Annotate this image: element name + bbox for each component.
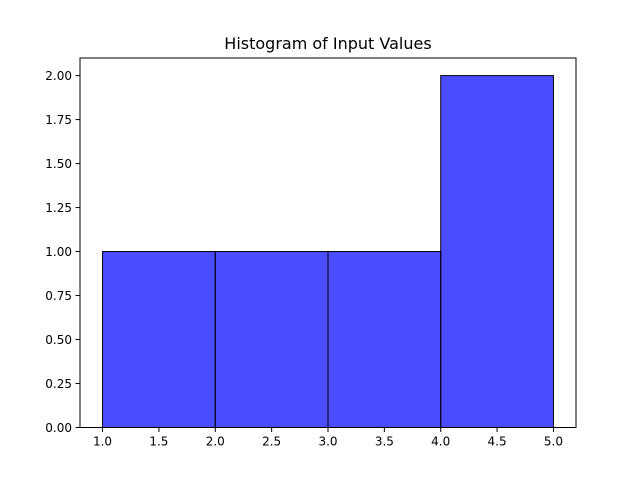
x-axis-ticks: 1.0 1.5 2.0 2.5 3.0 3.5 4.0 4.5 5.0 xyxy=(93,427,563,449)
x-tick-label: 1.5 xyxy=(149,435,168,449)
y-tick-label: 0.25 xyxy=(45,377,72,391)
y-tick-label: 0.00 xyxy=(45,421,72,435)
y-tick-label: 1.00 xyxy=(45,245,72,259)
x-tick-label: 3.5 xyxy=(375,435,394,449)
x-tick-label: 1.0 xyxy=(93,435,112,449)
y-tick-label: 1.50 xyxy=(45,157,72,171)
x-tick-label: 3.0 xyxy=(318,435,337,449)
x-tick-label: 2.5 xyxy=(262,435,281,449)
histogram-bar xyxy=(102,251,216,428)
y-axis-ticks: 0.00 0.25 0.50 0.75 1.00 1.25 1.50 1.75 2.00 xyxy=(45,69,80,435)
x-tick-label: 4.5 xyxy=(488,435,507,449)
bars-layer xyxy=(102,75,554,428)
x-tick-label: 5.0 xyxy=(544,435,563,449)
y-tick-label: 2.00 xyxy=(45,69,72,83)
y-tick-label: 1.75 xyxy=(45,113,72,127)
y-tick-label: 0.50 xyxy=(45,333,72,347)
x-tick-label: 4.0 xyxy=(431,435,450,449)
histogram-bar xyxy=(214,251,329,428)
histogram-bar xyxy=(440,75,554,428)
x-tick-label: 2.0 xyxy=(206,435,225,449)
chart-title: Histogram of Input Values xyxy=(224,34,431,53)
histogram-bar xyxy=(327,251,442,428)
y-tick-label: 1.25 xyxy=(45,201,72,215)
y-tick-label: 0.75 xyxy=(45,289,72,303)
